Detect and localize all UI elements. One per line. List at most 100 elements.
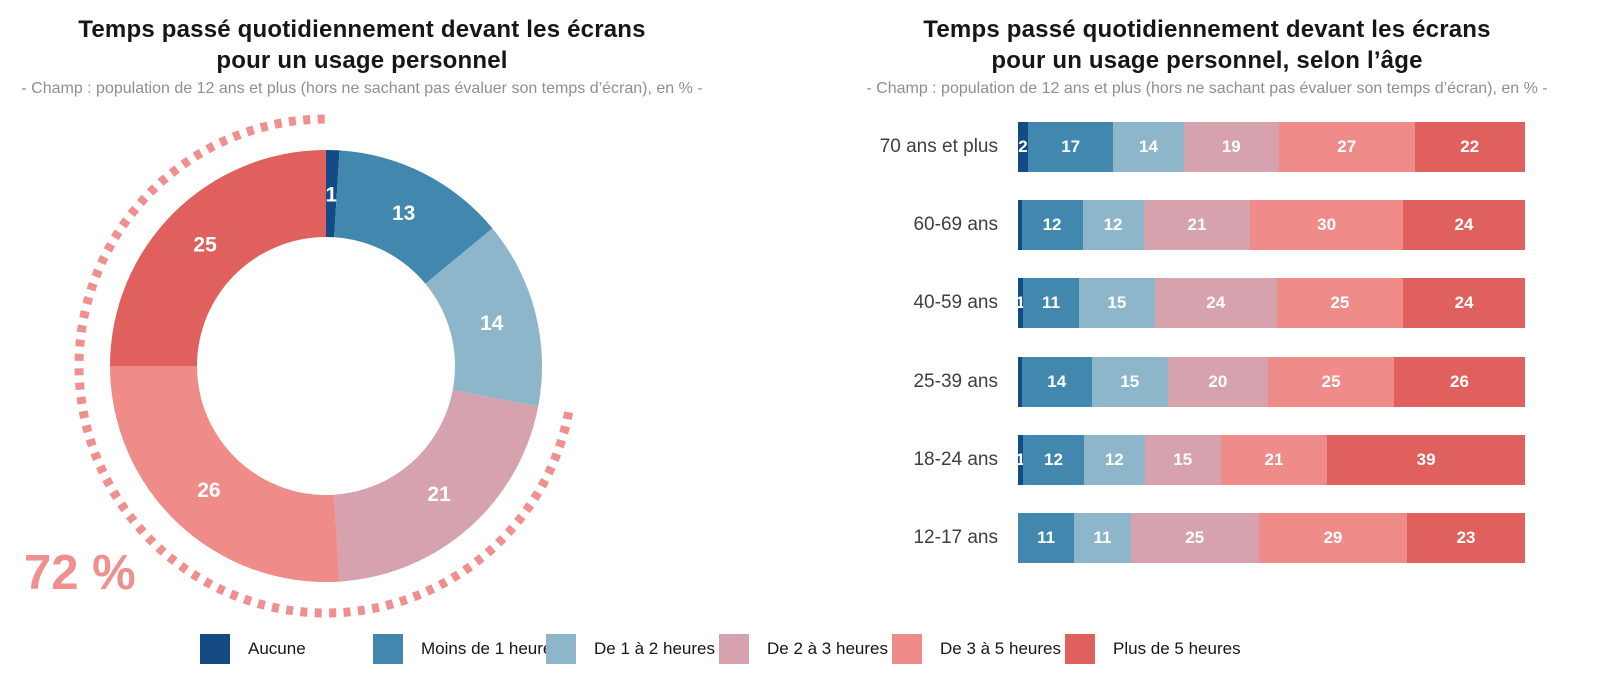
donut-slice-plus_5h[interactable] bbox=[110, 150, 326, 366]
bar-segment-de_3_a_5h[interactable]: 27 bbox=[1279, 122, 1415, 172]
donut-slice-de_2_a_3h[interactable] bbox=[334, 390, 539, 582]
bar-segment-de_1_a_2h[interactable]: 14 bbox=[1113, 122, 1184, 172]
bar-segment-de_3_a_5h[interactable]: 30 bbox=[1250, 200, 1403, 251]
bar-chart-subtitle: - Champ : population de 12 ans et plus (… bbox=[866, 80, 1548, 97]
bar-segment-de_3_a_5h[interactable]: 25 bbox=[1276, 278, 1404, 329]
bar-segment-aucune[interactable]: 1 bbox=[1015, 278, 1026, 329]
donut-slice-moins_1h[interactable] bbox=[334, 150, 493, 284]
bar-row-label: 25-39 ans bbox=[913, 370, 998, 392]
bar-value-label: 12 bbox=[1044, 449, 1063, 469]
bar-segment-moins_1h[interactable]: 11 bbox=[1023, 278, 1079, 329]
bar-segment-de_3_a_5h[interactable]: 25 bbox=[1268, 356, 1395, 407]
legend-item-de_3_a_5h[interactable]: De 3 à 5 heures bbox=[892, 634, 1061, 664]
bar-value-label: 24 bbox=[1454, 293, 1474, 313]
bar-segment-plus_5h[interactable]: 24 bbox=[1402, 200, 1525, 251]
bar-value-label: 27 bbox=[1337, 137, 1357, 156]
bar-row: 60-69 ans 12 12 21 30 24 bbox=[913, 200, 1525, 251]
bar-segment-aucune[interactable] bbox=[1018, 356, 1022, 407]
donut-chart: 1 13 14 21 26 25 bbox=[74, 114, 574, 618]
bar-value-label: 22 bbox=[1460, 137, 1480, 156]
bar-value-label: 39 bbox=[1416, 449, 1436, 469]
donut-value-label: 21 bbox=[427, 483, 451, 506]
donut-slice-de_1_a_2h[interactable] bbox=[425, 228, 542, 407]
bar-track: 12 12 21 30 24 bbox=[1018, 200, 1525, 251]
bar-segment-de_2_a_3h[interactable]: 20 bbox=[1167, 356, 1269, 407]
donut-value-label: 1 bbox=[326, 184, 338, 207]
bar-value-label: 26 bbox=[1450, 371, 1469, 391]
bar-track: 14 15 20 25 26 bbox=[1018, 356, 1525, 407]
legend-item-aucune[interactable]: Aucune bbox=[200, 634, 306, 664]
legend-item-de_1_a_2h[interactable]: De 1 à 2 heures bbox=[546, 634, 715, 664]
bar-value-label: 12 bbox=[1104, 449, 1124, 469]
bar-value-label: 14 bbox=[1047, 371, 1067, 391]
bar-row-label: 40-59 ans bbox=[913, 292, 998, 314]
legend-swatch-aucune bbox=[200, 634, 230, 664]
bar-row-label: 18-24 ans bbox=[913, 448, 998, 470]
bar-segment-de_1_a_2h[interactable]: 12 bbox=[1082, 200, 1144, 251]
bar-value-label: 25 bbox=[1330, 293, 1350, 313]
legend-item-label: De 3 à 5 heures bbox=[940, 639, 1061, 658]
legend-swatch-plus_5h bbox=[1065, 634, 1095, 664]
bar-segment-plus_5h[interactable]: 23 bbox=[1407, 513, 1525, 563]
bar-segment-moins_1h[interactable]: 14 bbox=[1021, 356, 1092, 407]
donut-value-label: 26 bbox=[197, 479, 220, 502]
bar-segment-aucune[interactable]: 1 bbox=[1016, 434, 1025, 485]
donut-value-label: 13 bbox=[392, 202, 415, 225]
bar-segment-de_1_a_2h[interactable]: 15 bbox=[1078, 278, 1155, 329]
callout-72-percent: 72 % bbox=[24, 546, 136, 600]
bar-segment-plus_5h[interactable]: 39 bbox=[1327, 434, 1525, 485]
bar-row: 70 ans et plus 2 17 14 19 27 22 bbox=[880, 122, 1525, 172]
donut-slice-de_3_a_5h[interactable] bbox=[110, 366, 340, 583]
bar-value-label: 23 bbox=[1456, 528, 1476, 547]
bar-segment-aucune[interactable] bbox=[1018, 200, 1022, 251]
bar-segment-de_2_a_3h[interactable]: 21 bbox=[1143, 200, 1251, 251]
bar-value-label: 19 bbox=[1221, 137, 1241, 156]
bar-segment-de_3_a_5h[interactable]: 29 bbox=[1258, 513, 1408, 563]
bar-segment-plus_5h[interactable]: 24 bbox=[1403, 278, 1525, 329]
bar-value-label: 1 bbox=[1015, 293, 1026, 313]
legend-swatch-moins_1h bbox=[373, 634, 403, 664]
bar-segment-de_3_a_5h[interactable]: 21 bbox=[1220, 434, 1328, 485]
bar-segment-de_2_a_3h[interactable]: 19 bbox=[1183, 122, 1279, 172]
legend-item-de_2_a_3h[interactable]: De 2 à 3 heures bbox=[719, 634, 888, 664]
bar-segment-de_1_a_2h[interactable]: 15 bbox=[1092, 356, 1168, 407]
bar-track: 11 11 25 29 23 bbox=[1018, 513, 1525, 563]
donut-value-label: 14 bbox=[480, 312, 504, 335]
legend-item-plus_5h[interactable]: Plus de 5 heures bbox=[1065, 634, 1241, 664]
bar-value-label: 24 bbox=[1454, 215, 1474, 235]
legend-item-moins_1h[interactable]: Moins de 1 heure bbox=[373, 634, 552, 664]
bar-segment-aucune[interactable]: 2 bbox=[1018, 122, 1029, 172]
legend: Aucune Moins de 1 heure De 1 à 2 heures De … bbox=[200, 634, 1460, 666]
legend-swatch-de_2_a_3h bbox=[719, 634, 749, 664]
bar-value-label: 29 bbox=[1323, 528, 1343, 547]
bar-row: 25-39 ans 14 15 20 25 26 bbox=[913, 356, 1525, 407]
bar-segment-de_1_a_2h[interactable]: 12 bbox=[1083, 434, 1145, 485]
bar-value-label: 21 bbox=[1264, 449, 1284, 469]
bar-segment-moins_1h[interactable]: 12 bbox=[1023, 434, 1084, 485]
legend-item-label: De 1 à 2 heures bbox=[594, 639, 715, 658]
bar-row-label: 12-17 ans bbox=[913, 527, 998, 548]
bar-segment-moins_1h[interactable]: 17 bbox=[1028, 122, 1114, 172]
legend-swatch-de_3_a_5h bbox=[892, 634, 922, 664]
bar-chart-title-line1: Temps passé quotidiennement devant les é… bbox=[923, 16, 1491, 43]
bar-value-label: 2 bbox=[1018, 137, 1028, 156]
bar-segment-de_2_a_3h[interactable]: 25 bbox=[1130, 513, 1259, 563]
donut-slice-aucune[interactable] bbox=[326, 150, 340, 238]
bar-value-label: 12 bbox=[1103, 215, 1123, 235]
bar-chart-title: Temps passé quotidiennement devant les é… bbox=[812, 14, 1602, 76]
bar-segment-moins_1h[interactable]: 11 bbox=[1018, 513, 1075, 563]
bar-segment-de_2_a_3h[interactable]: 24 bbox=[1154, 278, 1277, 329]
bar-segment-plus_5h[interactable]: 26 bbox=[1394, 356, 1525, 407]
donut-chart-title-line2: pour un usage personnel bbox=[216, 47, 508, 74]
bar-value-label: 15 bbox=[1107, 293, 1127, 313]
bar-segment-moins_1h[interactable]: 12 bbox=[1021, 200, 1083, 251]
bar-value-label: 24 bbox=[1206, 293, 1226, 313]
bar-value-label: 25 bbox=[1321, 371, 1341, 391]
bar-segment-de_2_a_3h[interactable]: 15 bbox=[1144, 434, 1221, 485]
bar-value-label: 15 bbox=[1173, 449, 1193, 469]
bar-segment-plus_5h[interactable]: 22 bbox=[1414, 122, 1525, 172]
bar-value-label: 30 bbox=[1317, 215, 1337, 235]
legend-item-label: Plus de 5 heures bbox=[1113, 639, 1241, 658]
bar-segment-de_1_a_2h[interactable]: 11 bbox=[1074, 513, 1131, 563]
